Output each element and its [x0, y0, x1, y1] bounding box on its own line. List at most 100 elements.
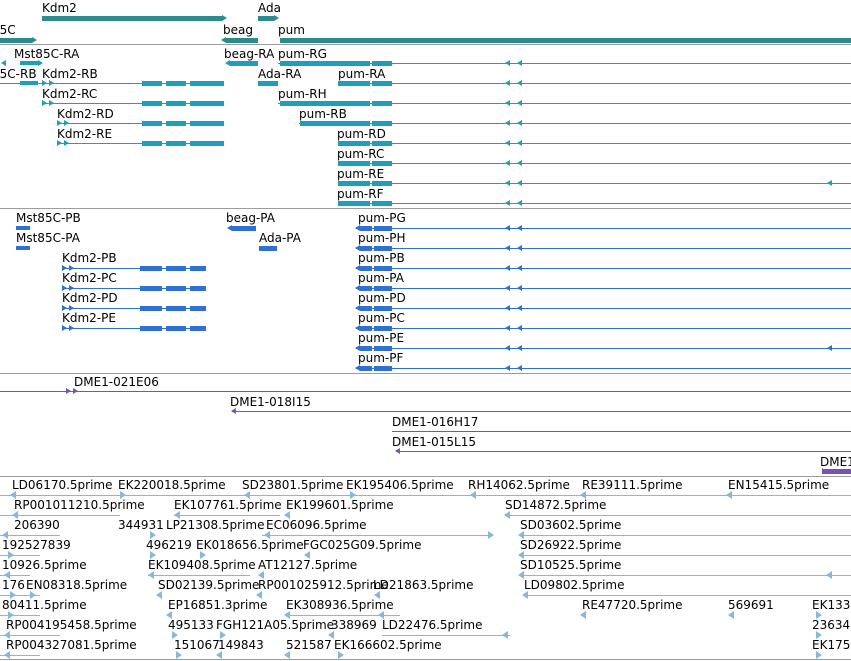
exon-block[interactable] [360, 346, 372, 351]
exon-block[interactable] [140, 266, 162, 271]
feature-label[interactable]: pum-RF [337, 187, 384, 201]
exon-block[interactable] [374, 366, 392, 371]
feature-label[interactable]: LD09802.5prime [524, 578, 625, 592]
exon-block[interactable] [190, 286, 206, 291]
feature-label[interactable]: DME1-016H17 [392, 415, 479, 429]
feature-label[interactable]: pum-RH [278, 87, 327, 101]
feature-label[interactable]: SD02139.5prime [158, 578, 260, 592]
feature-label[interactable]: 10926.5prime [2, 558, 87, 572]
exon-block[interactable] [190, 101, 224, 106]
feature-label[interactable]: pum-RD [337, 127, 386, 141]
exon-block[interactable] [374, 246, 392, 251]
feature-label[interactable]: Kdm2 [42, 1, 77, 15]
feature-label[interactable]: SD03602.5prime [520, 518, 622, 532]
feature-label[interactable]: Mst85C-PB [16, 211, 81, 225]
exon-block[interactable] [142, 101, 162, 106]
exon-block[interactable] [142, 121, 162, 126]
exon-block[interactable] [16, 226, 30, 230]
feature-label[interactable]: EK166602.5prime [334, 638, 442, 652]
feature-label[interactable]: 85C-RB [0, 67, 37, 81]
exon-block[interactable] [338, 81, 370, 86]
feature-label[interactable]: Kdm2-RB [42, 67, 98, 81]
feature-label[interactable]: LD06170.5prime [12, 478, 113, 492]
feature-label[interactable]: Kdm2-RD [57, 107, 114, 121]
exon-block[interactable] [166, 306, 186, 311]
feature-label[interactable]: EP16851.3prime [168, 598, 268, 612]
exon-block[interactable] [190, 326, 206, 331]
feature-label[interactable]: Kdm2-RC [42, 87, 98, 101]
feature-label[interactable]: EK107761.5prime [174, 498, 282, 512]
exon-block[interactable] [338, 141, 370, 146]
exon-block[interactable] [372, 81, 392, 86]
feature-label[interactable]: pum-RE [337, 167, 385, 181]
feature-label[interactable]: pum-RA [338, 67, 386, 81]
exon-block[interactable] [372, 61, 392, 66]
exon-block[interactable] [20, 81, 38, 85]
feature-label[interactable]: EN15415.5prime [728, 478, 830, 492]
feature-label[interactable]: FGC025G09.5prime [303, 538, 422, 552]
feature-label[interactable]: pum-PA [358, 271, 404, 285]
feature-label[interactable]: Kdm2-PB [62, 251, 117, 265]
feature-label[interactable]: 495133 [168, 618, 214, 632]
feature-label[interactable]: pum-RB [299, 107, 347, 121]
feature-label[interactable]: pum [278, 23, 305, 37]
feature-label[interactable]: beag [223, 23, 253, 37]
exon-block[interactable] [166, 141, 186, 146]
exon-block[interactable] [374, 226, 392, 231]
feature-label[interactable]: 80411.5prime [2, 598, 87, 612]
feature-label[interactable]: 206390 [14, 518, 60, 532]
feature-label[interactable]: 149843 [218, 638, 264, 652]
feature-label[interactable]: DME1-015L15 [392, 435, 476, 449]
feature-label[interactable]: FGH121A05.5prime [216, 618, 335, 632]
exon-block[interactable] [374, 346, 392, 351]
feature-label[interactable]: RP004195458.5prime [6, 618, 137, 632]
feature-label[interactable]: Ada-PA [259, 231, 301, 245]
feature-label[interactable]: pum-PH [358, 231, 406, 245]
exon-block[interactable] [338, 161, 370, 166]
exon-block[interactable] [372, 101, 392, 106]
feature-label[interactable]: EK175 [812, 638, 851, 652]
feature-label[interactable]: pum-PF [358, 351, 404, 365]
exon-block[interactable] [190, 141, 224, 146]
exon-block[interactable] [190, 306, 206, 311]
exon-block[interactable] [372, 121, 392, 126]
feature-label[interactable]: 151067 [174, 638, 220, 652]
exon-block[interactable] [190, 121, 224, 126]
feature-label[interactable]: Kdm2-RE [57, 127, 113, 141]
feature-label[interactable]: 521587 [286, 638, 332, 652]
feature-label[interactable]: DME1-018I15 [230, 395, 311, 409]
exon-block[interactable] [226, 38, 258, 43]
feature-label[interactable]: SD14872.5prime [505, 498, 607, 512]
feature-label[interactable]: RP001025912.5prime [258, 578, 389, 592]
exon-block[interactable] [360, 326, 372, 331]
exon-block[interactable] [374, 326, 392, 331]
exon-block[interactable] [374, 286, 392, 291]
feature-label[interactable]: 344931 [118, 518, 164, 532]
exon-block[interactable] [166, 101, 186, 106]
feature-label[interactable]: pum-PE [358, 331, 405, 345]
exon-block[interactable] [16, 246, 30, 250]
exon-block[interactable] [372, 141, 392, 146]
exon-block[interactable] [360, 306, 372, 311]
feature-label[interactable]: beag-PA [226, 211, 275, 225]
feature-label[interactable]: Kdm2-PD [62, 291, 118, 305]
feature-label[interactable]: EK220018.5prime [118, 478, 226, 492]
exon-block[interactable] [372, 201, 392, 206]
exon-block[interactable] [42, 16, 222, 21]
feature-label[interactable]: Ada-RA [258, 67, 302, 81]
feature-label[interactable]: RH14062.5prime [468, 478, 570, 492]
feature-label[interactable]: beag-RA [224, 47, 275, 61]
feature-label[interactable]: SD10525.5prime [520, 558, 622, 572]
feature-label[interactable]: pum-RC [337, 147, 385, 161]
exon-block[interactable] [280, 38, 851, 43]
feature-label[interactable]: EK133 [812, 598, 851, 612]
feature-label[interactable]: 85C [0, 23, 16, 37]
feature-label[interactable]: 569691 [728, 598, 774, 612]
exon-block[interactable] [374, 266, 392, 271]
exon-block[interactable] [822, 469, 851, 474]
exon-block[interactable] [166, 266, 186, 271]
feature-label[interactable]: EK195406.5prime [346, 478, 454, 492]
exon-block[interactable] [140, 286, 162, 291]
feature-label[interactable]: pum-PD [358, 291, 406, 305]
exon-block[interactable] [374, 306, 392, 311]
